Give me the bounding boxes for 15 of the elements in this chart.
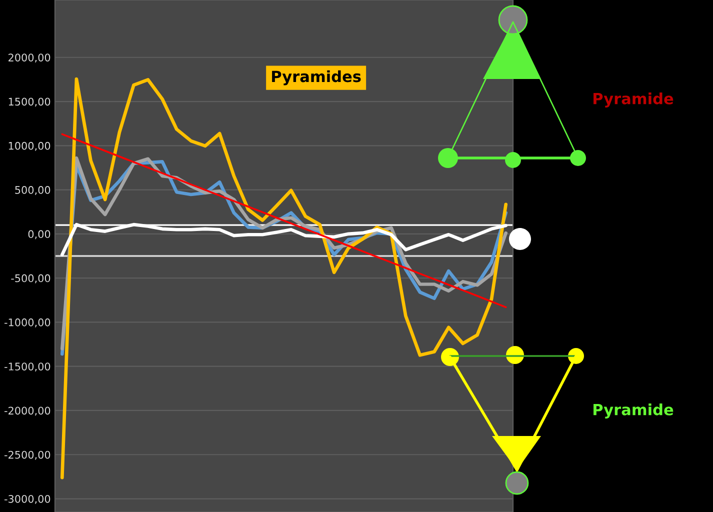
text: Pyramides bbox=[272, 70, 361, 86]
y-tick-label: 2000,00 bbox=[8, 54, 50, 63]
y-tick-label: -1000,00 bbox=[4, 318, 50, 328]
y-tick-label: 0,00 bbox=[28, 230, 50, 240]
line-series bbox=[61, 133, 507, 308]
text: Pyramide bbox=[594, 92, 674, 108]
y-tick-label: -2000,00 bbox=[4, 406, 50, 416]
y-tick-label: 500,00 bbox=[15, 186, 50, 195]
y-tick-label: -2500,00 bbox=[4, 450, 50, 460]
y-tick-label: -1500,00 bbox=[4, 362, 50, 372]
y-tick-label: -500,00 bbox=[11, 274, 50, 284]
y-tick-label: 1000,00 bbox=[8, 142, 50, 151]
text: Pyramide bbox=[594, 404, 674, 418]
y-tick-label: 1500,00 bbox=[8, 98, 50, 107]
y-tick-label: -3000,00 bbox=[4, 494, 50, 504]
